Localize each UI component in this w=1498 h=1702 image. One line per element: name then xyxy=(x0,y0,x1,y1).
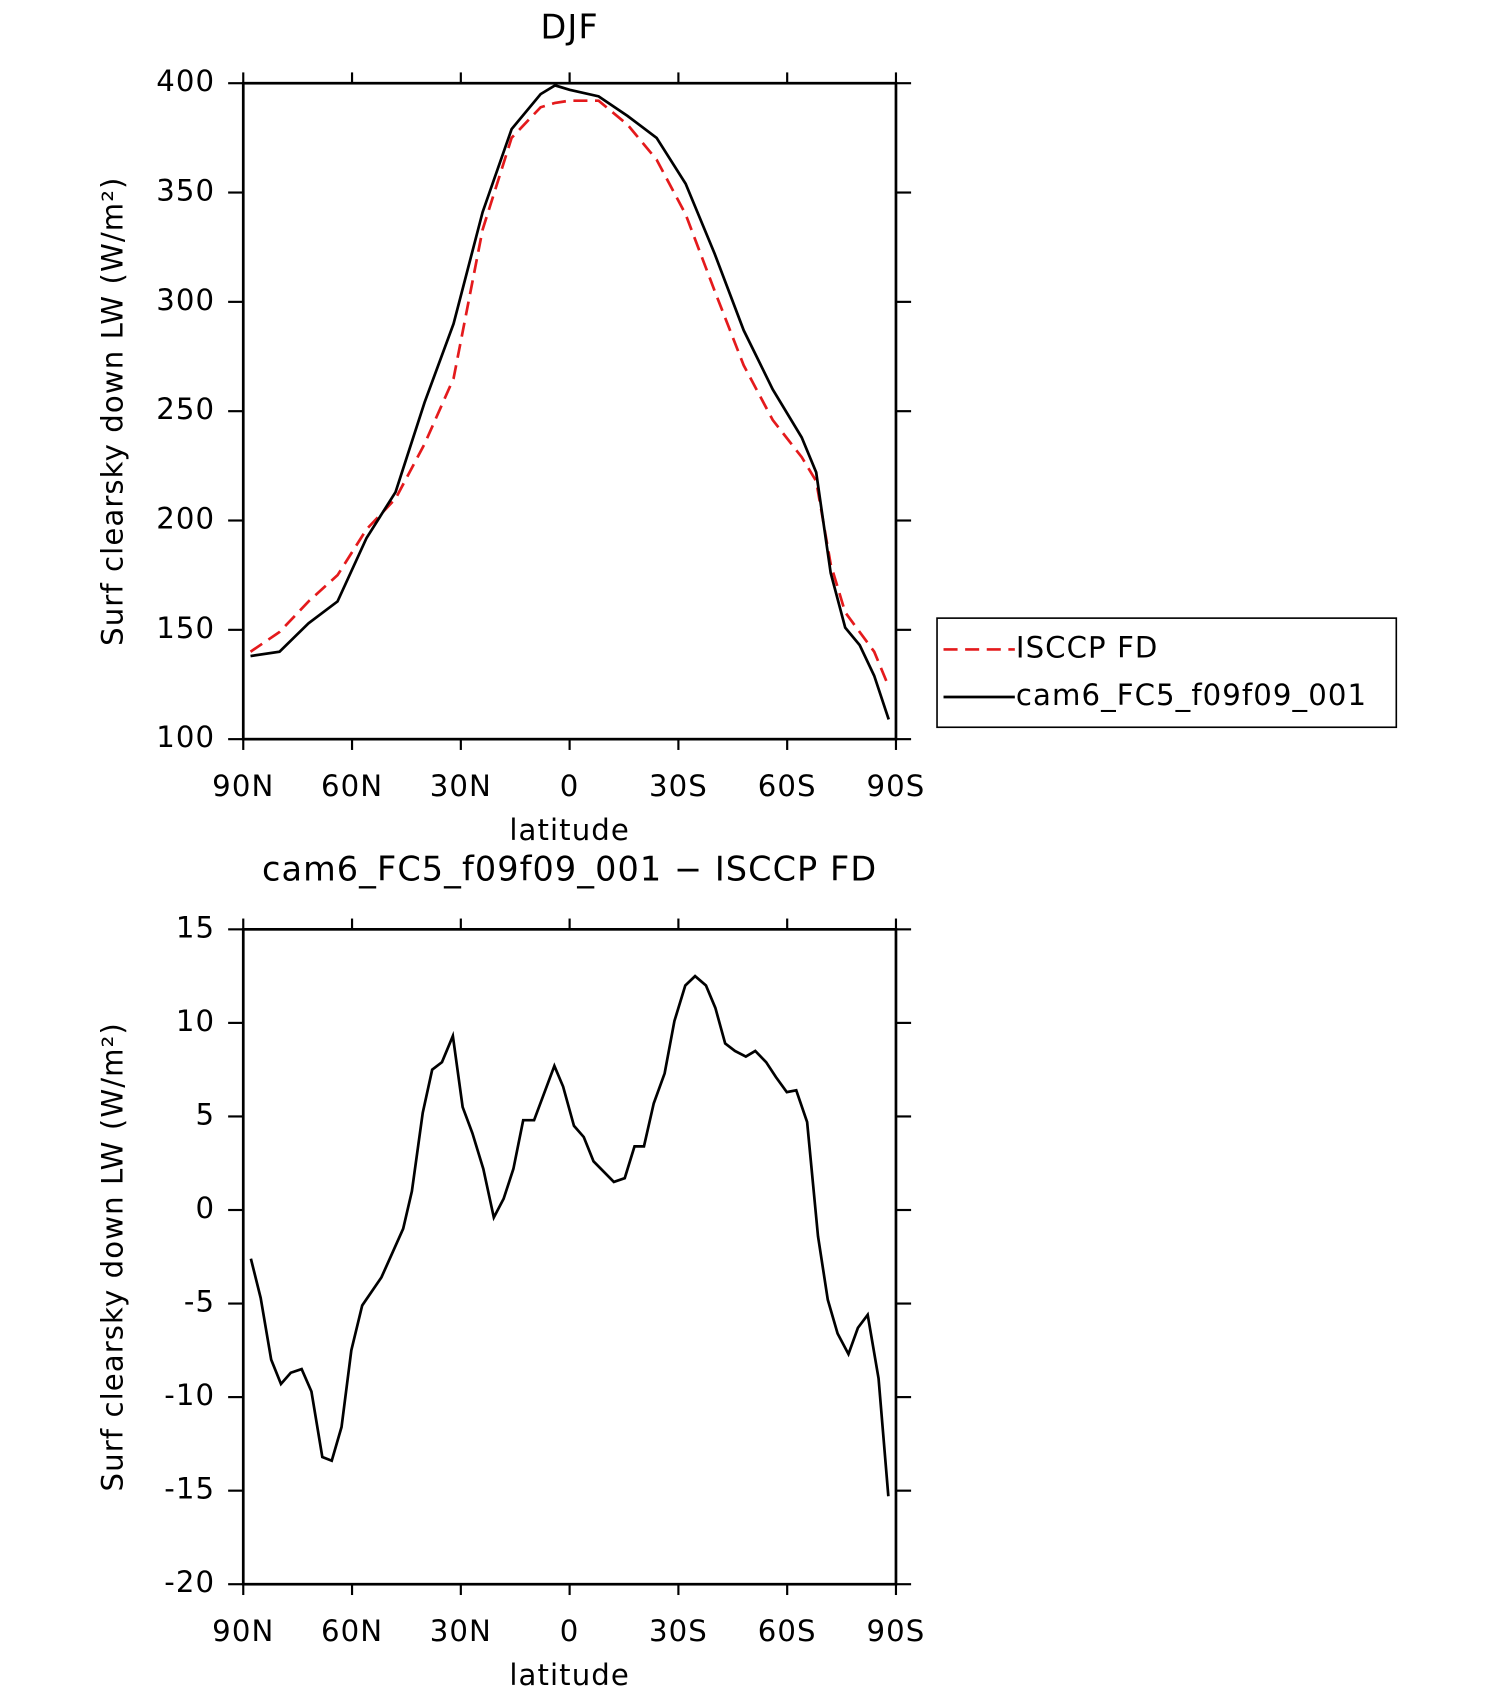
y-axis-label: Surf clearsky down LW (W/m²) xyxy=(96,177,130,646)
plot-frame xyxy=(241,927,898,1586)
y-tick-label: 350 xyxy=(156,174,215,208)
plot-frame xyxy=(241,81,898,741)
x-tick-label: 60N xyxy=(321,769,383,803)
legend-box xyxy=(936,617,1398,729)
y-tick-label: 5 xyxy=(196,1097,216,1131)
x-tick-label: 90N xyxy=(212,1614,274,1648)
legend-label: cam6_FC5_f09f09_001 xyxy=(1016,678,1367,712)
y-tick-label: 0 xyxy=(196,1191,216,1225)
y-tick-label: 150 xyxy=(156,611,215,645)
x-tick-label: 90S xyxy=(867,1614,926,1648)
y-tick-label: 10 xyxy=(176,1004,215,1038)
x-tick-label: 90S xyxy=(867,769,926,803)
chart-title: cam6_FC5_f09f09_001 − ISCCP FD xyxy=(262,849,877,888)
x-tick-label: 30N xyxy=(430,769,492,803)
y-tick-label: 15 xyxy=(176,910,215,944)
y-tick-label: 400 xyxy=(156,64,215,98)
y-tick-label: -20 xyxy=(164,1565,215,1599)
x-tick-label: 0 xyxy=(560,1614,580,1648)
y-tick-label: -5 xyxy=(184,1285,215,1319)
x-tick-label: 0 xyxy=(560,769,580,803)
data-line xyxy=(250,83,890,720)
legend-label: ISCCP FD xyxy=(1016,630,1159,664)
x-tick-label: 30S xyxy=(649,1614,708,1648)
y-tick-label: 200 xyxy=(156,502,215,536)
chart-title: DJF xyxy=(541,8,599,47)
x-tick-label: 60S xyxy=(758,1614,817,1648)
x-tick-label: 30S xyxy=(649,769,708,803)
y-axis-label: Surf clearsky down LW (W/m²) xyxy=(96,1022,130,1491)
x-axis-label: latitude xyxy=(509,1658,630,1692)
y-tick-label: -10 xyxy=(164,1378,215,1412)
x-axis-label: latitude xyxy=(509,813,630,847)
x-tick-label: 30N xyxy=(430,1614,492,1648)
x-tick-label: 60N xyxy=(321,1614,383,1648)
x-tick-label: 60S xyxy=(758,769,817,803)
y-tick-label: 100 xyxy=(156,720,215,754)
data-line xyxy=(249,99,890,688)
y-tick-label: 250 xyxy=(156,392,215,426)
y-tick-label: -15 xyxy=(164,1472,215,1506)
x-tick-label: 90N xyxy=(212,769,274,803)
y-tick-label: 300 xyxy=(156,283,215,317)
data-line xyxy=(249,974,890,1497)
